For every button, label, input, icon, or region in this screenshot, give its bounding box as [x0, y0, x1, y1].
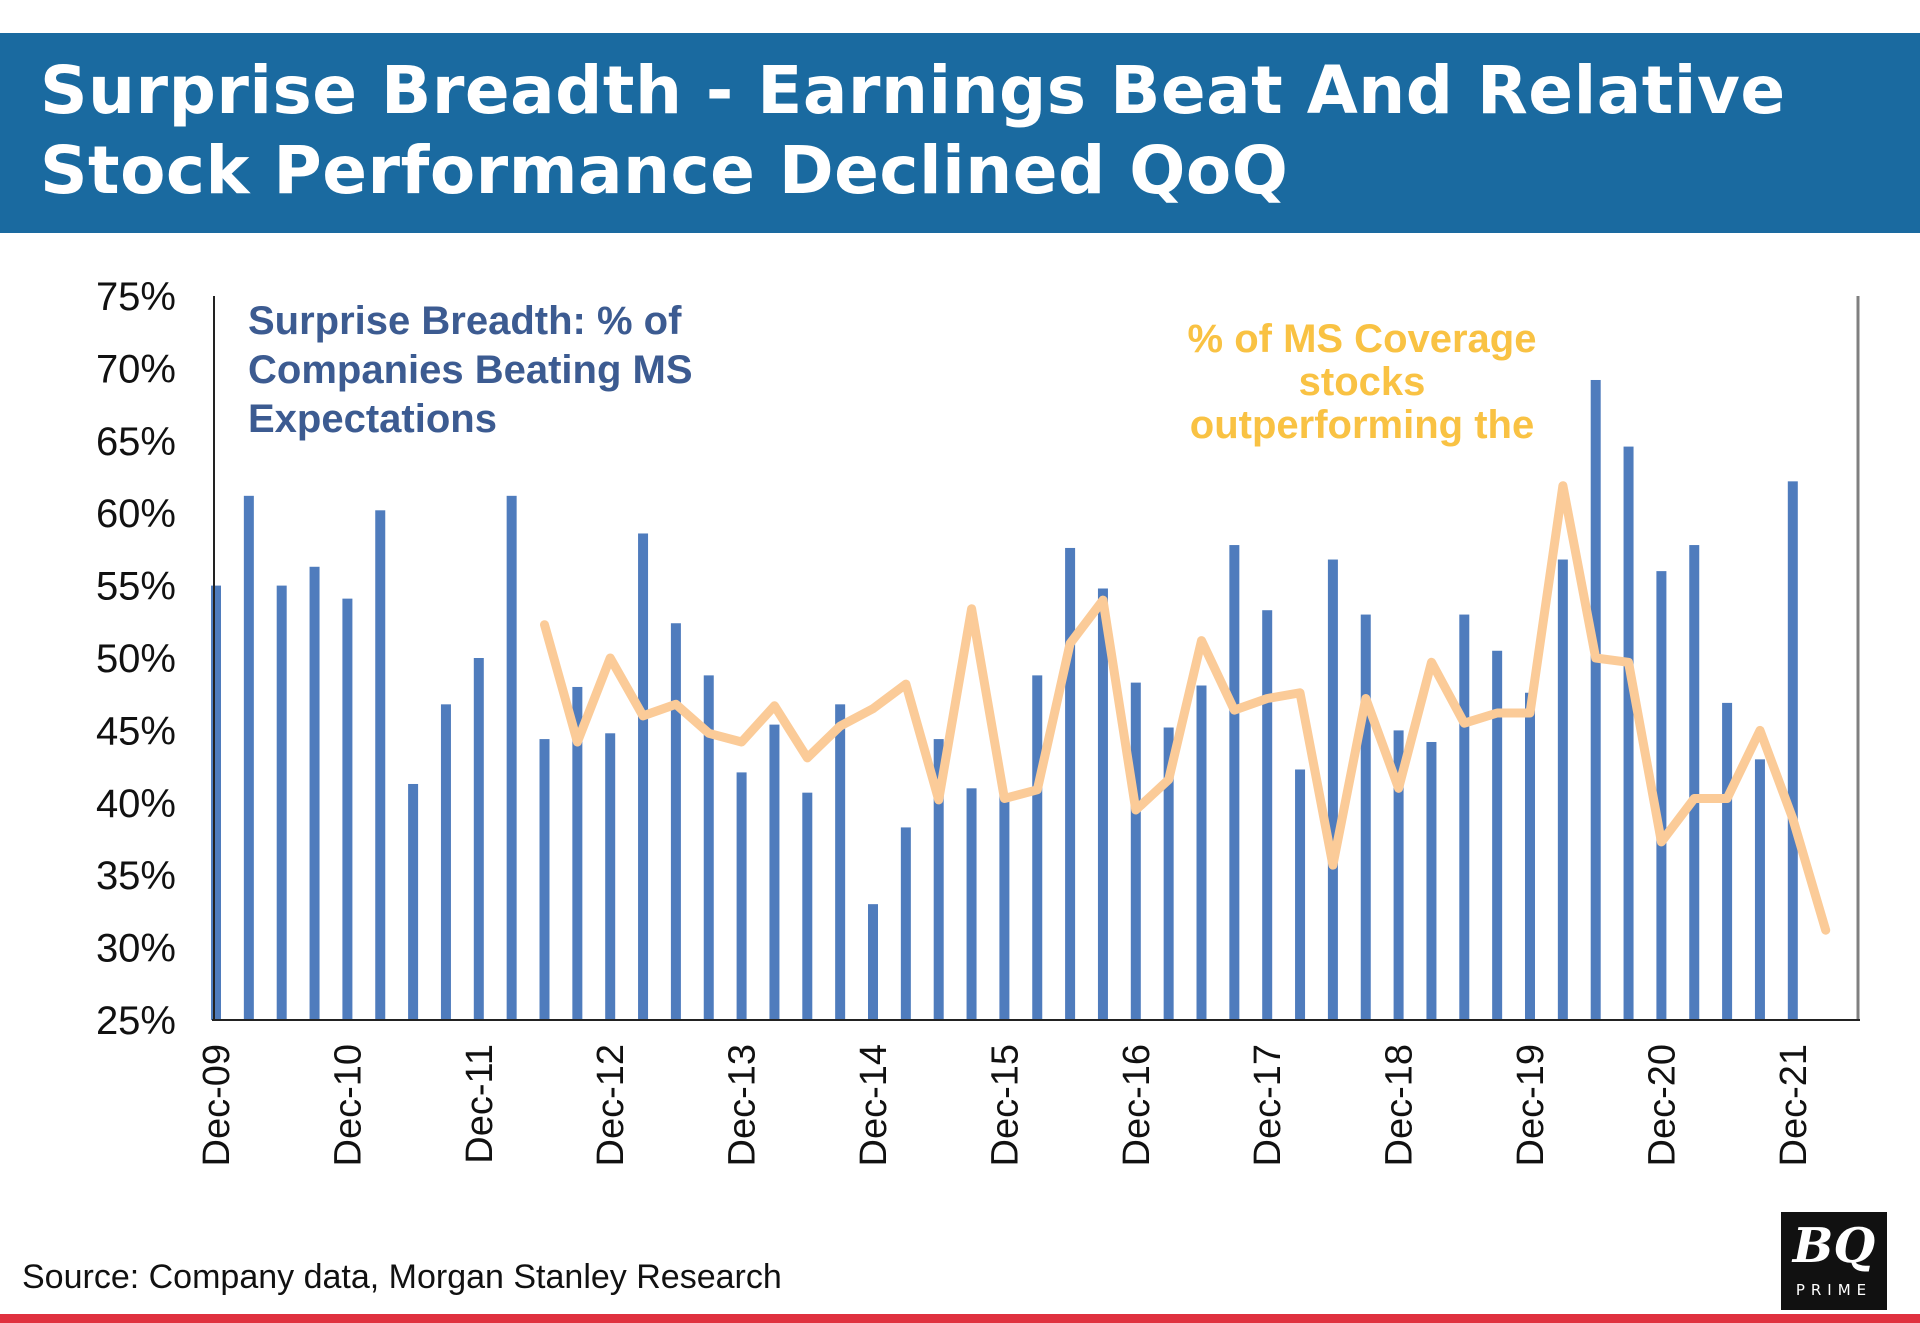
- bar: [1262, 610, 1273, 1020]
- bar: [1327, 559, 1338, 1020]
- x-tick-label: Dec-11: [459, 1044, 501, 1164]
- bar: [1393, 730, 1404, 1020]
- bar: [966, 788, 977, 1020]
- bar: [1163, 727, 1174, 1020]
- bar: [1426, 741, 1437, 1020]
- bar: [605, 733, 616, 1020]
- bar: [539, 739, 550, 1020]
- y-tick-label: 35%: [96, 854, 176, 898]
- bar: [211, 585, 221, 1020]
- bar: [835, 704, 846, 1020]
- bar: [736, 772, 747, 1020]
- y-tick-label: 50%: [96, 637, 176, 681]
- y-tick-label: 45%: [96, 709, 176, 753]
- y-tick-label: 60%: [96, 492, 176, 536]
- x-tick-label: Dec-21: [1773, 1044, 1815, 1167]
- bar: [1065, 547, 1076, 1020]
- bar: [1459, 614, 1470, 1020]
- bar: [1722, 702, 1733, 1020]
- bar-series-annotation-line-1: Surprise Breadth: % of: [248, 299, 682, 343]
- bar: [638, 533, 649, 1020]
- bar: [1032, 675, 1043, 1020]
- y-tick-label: 70%: [96, 347, 176, 391]
- annotations: Surprise Breadth: % of Companies Beating…: [248, 299, 1536, 447]
- title-banner: Surprise Breadth - Earnings Beat And Rel…: [0, 33, 1920, 233]
- chart-title-line-1: Surprise Breadth - Earnings Beat And Rel…: [40, 52, 1786, 129]
- x-tick-label: Dec-10: [327, 1044, 369, 1167]
- bar: [342, 598, 353, 1020]
- bar-series-annotation-line-2: Companies Beating MS: [248, 348, 693, 392]
- x-tick-label: Dec-14: [853, 1044, 895, 1167]
- x-tick-label: Dec-13: [722, 1044, 764, 1167]
- bar: [1590, 379, 1601, 1020]
- x-tick-label: Dec-15: [984, 1044, 1026, 1167]
- bar: [1656, 571, 1667, 1020]
- bar: [1295, 769, 1306, 1020]
- y-tick-label: 65%: [96, 420, 176, 464]
- bar: [276, 585, 287, 1020]
- bar: [309, 566, 320, 1020]
- bar: [1557, 559, 1568, 1020]
- bar: [243, 495, 254, 1021]
- bar: [670, 623, 681, 1020]
- y-axis-ticks: 25% 30% 35% 40% 45% 50% 55% 60% 65% 70% 75%: [96, 275, 176, 1043]
- y-tick-label: 30%: [96, 927, 176, 971]
- y-tick-label: 25%: [96, 999, 176, 1043]
- line-series-annotation-line-2: stocks: [1299, 360, 1426, 404]
- bar: [769, 724, 780, 1020]
- bar: [1787, 481, 1798, 1020]
- x-tick-label: Dec-18: [1379, 1044, 1421, 1167]
- bar: [703, 675, 714, 1020]
- bar: [868, 904, 878, 1020]
- chart-title: Surprise Breadth - Earnings Beat And Rel…: [40, 51, 1786, 211]
- bar: [1229, 545, 1240, 1020]
- logo-subtext: PRIME: [1795, 1281, 1873, 1299]
- x-tick-label: Dec-19: [1510, 1044, 1552, 1167]
- bar: [1130, 682, 1141, 1020]
- bar: [1754, 759, 1765, 1020]
- bar: [1196, 685, 1207, 1020]
- surprise-breadth-chart: 25% 30% 35% 40% 45% 50% 55% 60% 65% 70% 75% Dec-09…: [96, 275, 1860, 1167]
- line-series-annotation-line-1: % of MS Coverage: [1188, 317, 1537, 361]
- axes: [212, 296, 1860, 1021]
- line-series: [540, 481, 1831, 935]
- x-tick-label: Dec-20: [1641, 1044, 1683, 1167]
- line-series-annotation-line-3: outperforming the: [1190, 403, 1534, 447]
- bar: [900, 827, 911, 1020]
- bar: [933, 739, 944, 1020]
- bar: [473, 658, 484, 1020]
- x-tick-label: Dec-09: [196, 1044, 238, 1167]
- bottom-accent-bar: [0, 1314, 1920, 1323]
- bar: [1492, 650, 1503, 1020]
- bar-series-annotation-line-3: Expectations: [248, 397, 497, 441]
- x-axis-ticks: Dec-09 Dec-10 Dec-11 Dec-12 Dec-13 Dec-14 Dec-…: [196, 1044, 1815, 1167]
- bar: [440, 704, 451, 1020]
- x-tick-label: Dec-12: [590, 1044, 632, 1167]
- source-note: Source: Company data, Morgan Stanley Res…: [22, 1258, 782, 1296]
- y-tick-label: 55%: [96, 565, 176, 609]
- x-tick-label: Dec-16: [1116, 1044, 1158, 1167]
- bar: [375, 510, 386, 1020]
- bar: [408, 783, 419, 1020]
- bar: [999, 795, 1010, 1020]
- bar: [1623, 446, 1634, 1020]
- bar: [1097, 588, 1108, 1020]
- bar: [1525, 692, 1535, 1020]
- x-tick-label: Dec-17: [1247, 1044, 1289, 1167]
- y-tick-label: 40%: [96, 782, 176, 826]
- bar: [1689, 545, 1700, 1020]
- bar: [1360, 614, 1371, 1020]
- bar: [506, 495, 517, 1021]
- outperforming-line: [540, 481, 1831, 935]
- logo-text: BQ: [1792, 1218, 1876, 1274]
- chart-title-line-2: Stock Performance Declined QoQ: [40, 132, 1289, 209]
- bar-series: [211, 379, 1798, 1021]
- bar: [572, 686, 583, 1020]
- y-tick-label: 75%: [96, 275, 176, 319]
- bq-prime-logo: BQ PRIME: [1781, 1212, 1887, 1310]
- bar: [802, 792, 813, 1020]
